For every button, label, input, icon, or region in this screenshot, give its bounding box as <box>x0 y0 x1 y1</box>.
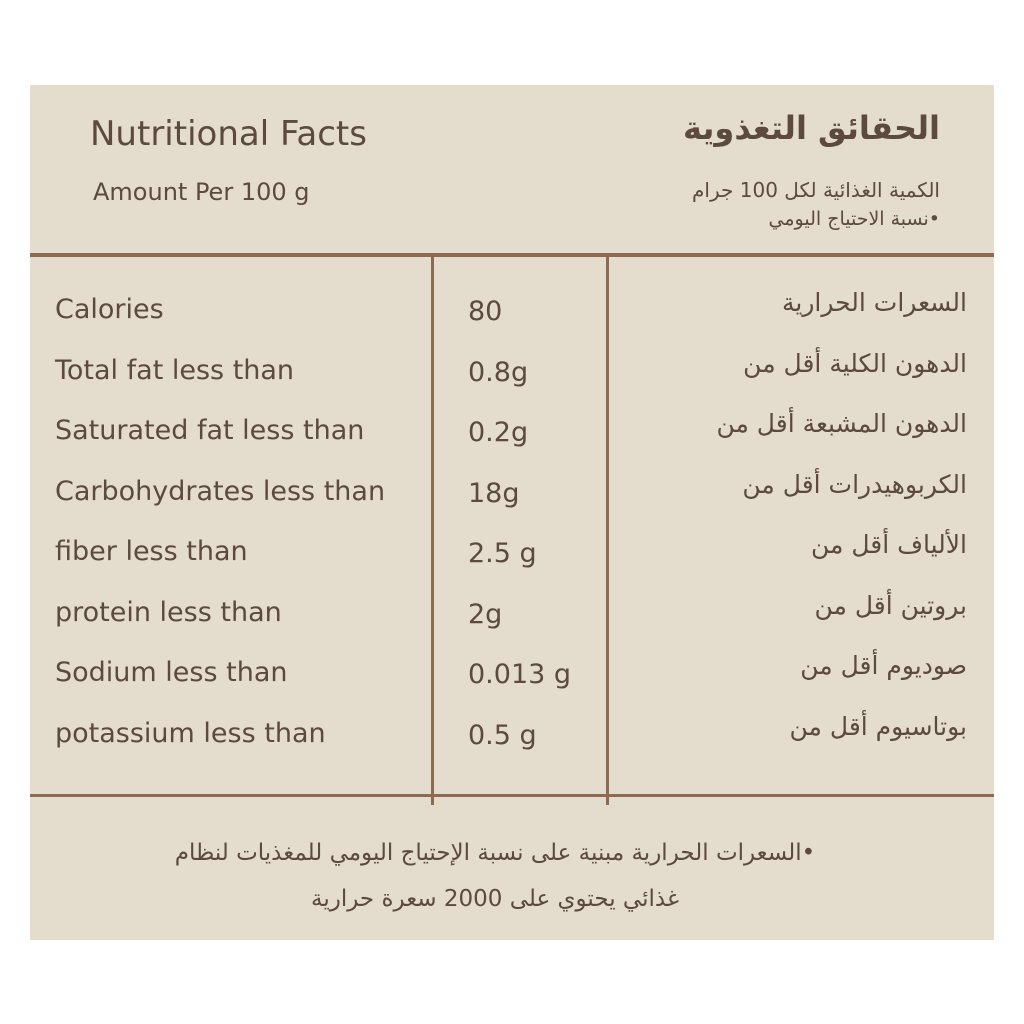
nutrient-amount: 0.013 g <box>468 659 572 690</box>
nutrient-name-ar: الألياف أقل من <box>810 530 967 559</box>
nutrient-name-ar: بروتين أقل من <box>814 590 967 620</box>
nutrient-amount: 0.5 g <box>468 719 537 751</box>
column-line <box>431 257 434 805</box>
nutrient-name: Saturated fat less than <box>55 415 365 446</box>
nutrient-amount: 18g <box>468 477 520 509</box>
nutrient-name: protein less than <box>55 596 282 628</box>
nutrient-name-ar: الكربوهيدرات أقل من <box>742 469 967 499</box>
nutrient-name: Sodium less than <box>55 657 288 688</box>
footer-line: •السعرات الحرارية مبنية على نسبة الإحتيا… <box>174 840 816 866</box>
note-ar: •نسبة الاحتياج اليومي <box>768 208 940 230</box>
column-line <box>606 257 609 805</box>
footer-line: غذائي يحتوي على 2000 سعرة حرارية <box>311 886 679 912</box>
divider <box>30 253 994 257</box>
nutrient-amount: 2g <box>468 598 503 630</box>
subtitle: Amount Per 100 g <box>93 178 310 206</box>
nutrient-amount: 2.5 g <box>468 538 537 569</box>
subtitle-ar: الكمية الغذائية لكل 100 جرام <box>692 178 940 202</box>
nutrient-amount: 0.8g <box>468 356 529 388</box>
divider <box>30 794 994 797</box>
nutrient-name: Calories <box>55 294 164 325</box>
title: Nutritional Facts <box>90 114 367 154</box>
nutrition-label <box>30 85 994 940</box>
nutrient-name-ar: الدهون المشبعة أقل من <box>716 409 967 438</box>
nutrient-name-ar: بوتاسيوم أقل من <box>789 711 967 741</box>
nutrient-name: Carbohydrates less than <box>55 475 386 507</box>
nutrient-name-ar: الدهون الكلية أقل من <box>743 348 967 378</box>
title-ar: الحقائق التغذوية <box>683 109 940 147</box>
nutrient-name: potassium less than <box>55 717 326 749</box>
nutrient-name-ar: صوديوم أقل من <box>800 651 967 680</box>
nutrient-amount: 0.2g <box>468 417 529 448</box>
nutrient-name-ar: السعرات الحرارية <box>781 288 967 317</box>
nutrient-name: fiber less than <box>55 536 248 567</box>
nutrient-name: Total fat less than <box>55 354 295 386</box>
nutrient-amount: 80 <box>468 296 503 327</box>
